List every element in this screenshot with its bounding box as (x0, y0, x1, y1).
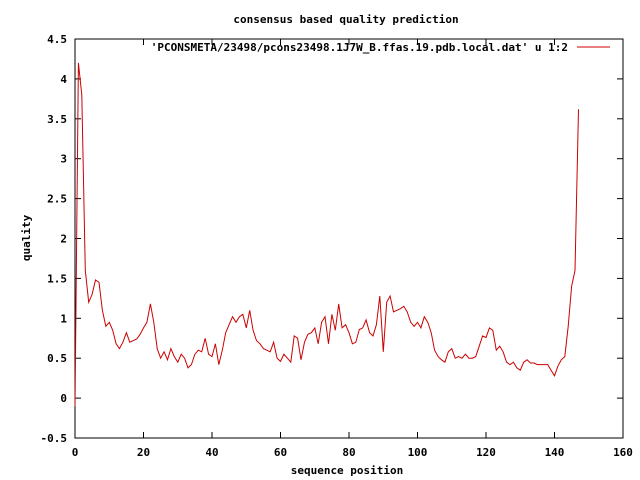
x-tick-label: 120 (476, 446, 496, 459)
y-tick-label: 4.5 (47, 33, 67, 46)
y-tick-label: 4 (60, 73, 67, 86)
x-tick-label: 0 (72, 446, 79, 459)
y-tick-label: 3 (60, 153, 67, 166)
legend-label: 'PCONSMETA/23498/pcons23498.1J7W_B.ffas.… (151, 41, 568, 54)
x-tick-labels: 0 20 40 60 80 100 120 140 160 (72, 446, 633, 459)
y-tick-label: 1.5 (47, 272, 67, 285)
x-axis-label: sequence position (291, 464, 404, 477)
x-tick-label: 40 (205, 446, 218, 459)
y-tick-labels: -0.5 0 0.5 1 1.5 2 2.5 3 3.5 4 4.5 (41, 33, 68, 445)
y-tick-label: 0.5 (47, 352, 67, 365)
y-tick-label: 0 (60, 392, 67, 405)
x-tick-label: 20 (137, 446, 150, 459)
x-tick-label: 100 (408, 446, 428, 459)
y-tick-label: 1 (60, 312, 67, 325)
y-tick-label: 2 (60, 233, 67, 246)
x-tick-label: 80 (342, 446, 355, 459)
x-tick-label: 160 (613, 446, 633, 459)
series-line (74, 62, 579, 407)
chart-title: consensus based quality prediction (233, 13, 458, 26)
legend: 'PCONSMETA/23498/pcons23498.1J7W_B.ffas.… (151, 41, 610, 54)
plot-frame (74, 38, 624, 439)
y-tick-label: -0.5 (41, 432, 68, 445)
x-tick-label: 60 (274, 446, 287, 459)
series-group (74, 62, 579, 407)
y-tick-label: 3.5 (47, 113, 67, 126)
y-axis-label: quality (20, 214, 33, 261)
x-tick-label: 140 (545, 446, 565, 459)
y-tick-label: 2.5 (47, 193, 67, 206)
